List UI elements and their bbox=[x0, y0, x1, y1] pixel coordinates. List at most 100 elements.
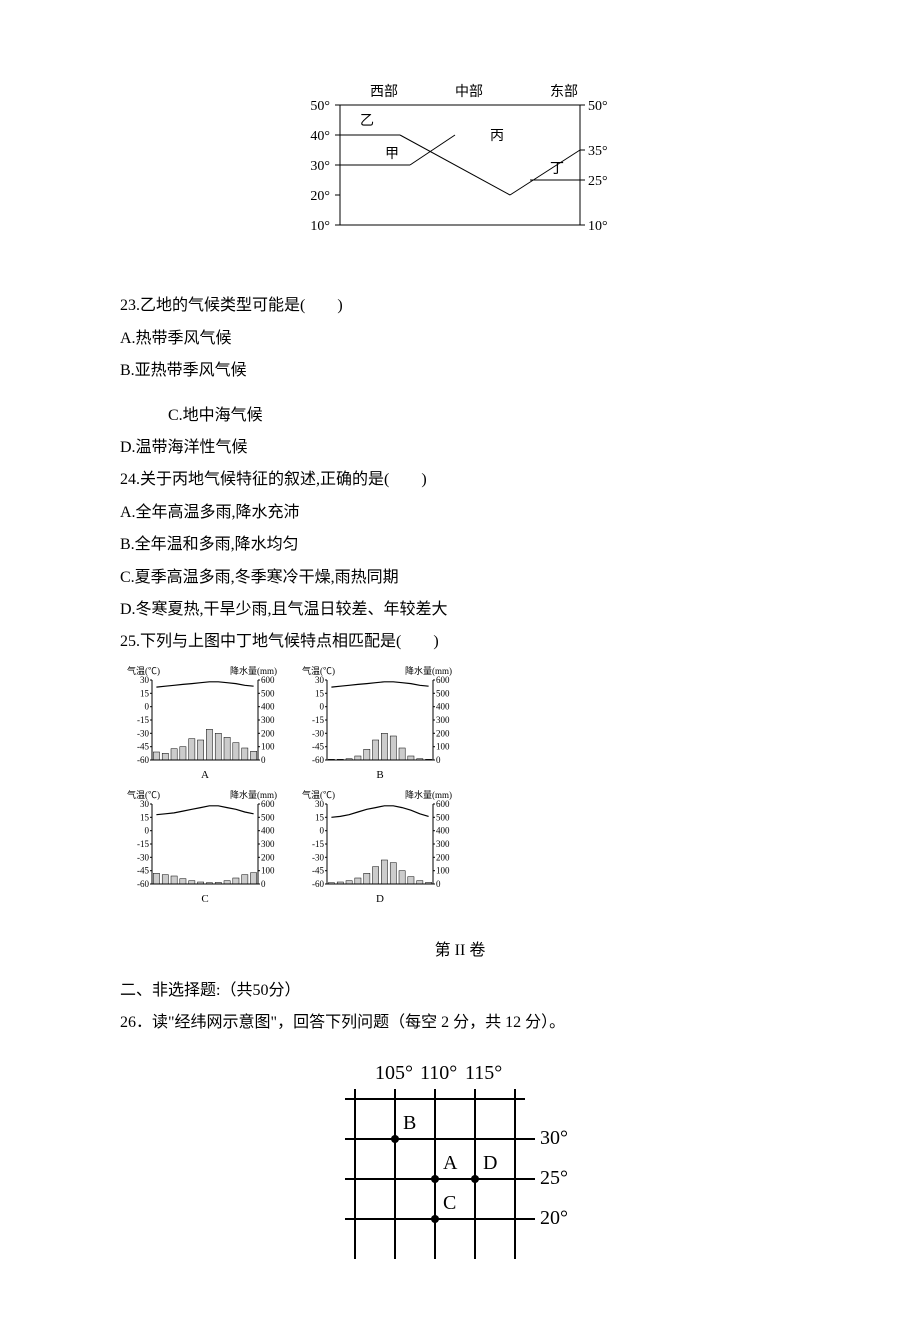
climate-panel-A: 气温(℃) 降水量(mm) 30150-15-30-45-60600500400… bbox=[120, 662, 285, 782]
svg-text:200: 200 bbox=[261, 852, 275, 862]
svg-text:300: 300 bbox=[261, 839, 275, 849]
tick: 50° bbox=[310, 99, 330, 114]
svg-text:400: 400 bbox=[436, 701, 450, 711]
region-label: 甲 bbox=[385, 147, 399, 162]
svg-text:400: 400 bbox=[261, 701, 275, 711]
svg-text:0: 0 bbox=[261, 879, 266, 889]
svg-text:400: 400 bbox=[436, 825, 450, 835]
svg-text:30: 30 bbox=[315, 675, 325, 685]
svg-text:15: 15 bbox=[315, 688, 325, 698]
svg-text:A: A bbox=[201, 769, 209, 781]
svg-text:500: 500 bbox=[261, 688, 275, 698]
svg-text:0: 0 bbox=[145, 825, 150, 835]
svg-text:-60: -60 bbox=[312, 755, 324, 765]
diagram-label: 西部 bbox=[370, 84, 398, 100]
svg-text:400: 400 bbox=[261, 825, 275, 835]
svg-text:-45: -45 bbox=[312, 865, 324, 875]
svg-text:30: 30 bbox=[315, 799, 325, 809]
q26-stem: 26．读"经纬网示意图"，回答下列问题（每空 2 分，共 12 分）。 bbox=[120, 1008, 800, 1038]
tick: 10° bbox=[310, 219, 330, 234]
svg-text:30: 30 bbox=[140, 799, 150, 809]
svg-text:-30: -30 bbox=[312, 728, 324, 738]
svg-text:500: 500 bbox=[436, 688, 450, 698]
tick: 25° bbox=[588, 174, 608, 189]
svg-text:0: 0 bbox=[436, 879, 441, 889]
svg-text:-30: -30 bbox=[137, 852, 149, 862]
svg-text:-30: -30 bbox=[137, 728, 149, 738]
svg-text:0: 0 bbox=[261, 755, 266, 765]
svg-text:-15: -15 bbox=[312, 839, 324, 849]
tick: 20° bbox=[310, 189, 330, 204]
lat-label: 20° bbox=[540, 1207, 568, 1229]
q23-optB: B.亚热带季风气候 bbox=[120, 356, 800, 386]
climate-panel-D: 气温(℃) 降水量(mm) 30150-15-30-45-60600500400… bbox=[295, 786, 460, 906]
q25-stem: 25.下列与上图中丁地气候特点相匹配是( ) bbox=[120, 627, 800, 657]
lat-label: 25° bbox=[540, 1167, 568, 1189]
svg-text:0: 0 bbox=[320, 701, 325, 711]
svg-text:-30: -30 bbox=[312, 852, 324, 862]
climate-charts: 气温(℃) 降水量(mm) 30150-15-30-45-60600500400… bbox=[120, 662, 800, 906]
tick: 35° bbox=[588, 144, 608, 159]
svg-text:200: 200 bbox=[436, 728, 450, 738]
svg-text:15: 15 bbox=[140, 812, 150, 822]
svg-text:-60: -60 bbox=[137, 755, 149, 765]
svg-text:-60: -60 bbox=[312, 879, 324, 889]
svg-text:-45: -45 bbox=[312, 741, 324, 751]
q24-optD: D.冬寒夏热,干旱少雨,且气温日较差、年较差大 bbox=[120, 595, 800, 625]
svg-text:-15: -15 bbox=[137, 839, 149, 849]
svg-text:-15: -15 bbox=[312, 715, 324, 725]
svg-text:300: 300 bbox=[436, 715, 450, 725]
svg-text:200: 200 bbox=[261, 728, 275, 738]
svg-text:100: 100 bbox=[261, 741, 275, 751]
diagram-label: 东部 bbox=[550, 84, 578, 100]
climate-panel-B: 气温(℃) 降水量(mm) 30150-15-30-45-60600500400… bbox=[295, 662, 460, 782]
q24-stem: 24.关于丙地气候特征的叙述,正确的是( ) bbox=[120, 465, 800, 495]
q23-optD: D.温带海洋性气候 bbox=[120, 433, 800, 463]
svg-text:100: 100 bbox=[436, 741, 450, 751]
svg-text:100: 100 bbox=[436, 865, 450, 875]
region-label: 丙 bbox=[490, 129, 504, 144]
climate-panel-C: 气温(℃) 降水量(mm) 30150-15-30-45-60600500400… bbox=[120, 786, 285, 906]
svg-text:15: 15 bbox=[315, 812, 325, 822]
region-diagram: 西部 中部 东部 50° 40° 30° 20° 10° 50° 35° 25°… bbox=[120, 80, 800, 271]
svg-text:200: 200 bbox=[436, 852, 450, 862]
q23-optC: C.地中海气候 bbox=[120, 401, 800, 431]
lon-label: 105° bbox=[375, 1062, 413, 1084]
tick: 50° bbox=[588, 99, 608, 114]
svg-text:500: 500 bbox=[261, 812, 275, 822]
tick: 30° bbox=[310, 159, 330, 174]
lon-label: 115° bbox=[465, 1062, 502, 1084]
svg-text:0: 0 bbox=[320, 825, 325, 835]
svg-text:-60: -60 bbox=[137, 879, 149, 889]
region-label: 丁 bbox=[550, 162, 564, 177]
point-label: D bbox=[483, 1152, 497, 1174]
svg-text:-45: -45 bbox=[137, 741, 149, 751]
svg-text:15: 15 bbox=[140, 688, 150, 698]
svg-text:500: 500 bbox=[436, 812, 450, 822]
lon-label: 110° bbox=[420, 1062, 457, 1084]
section2-title: 第 II 卷 bbox=[120, 936, 800, 966]
q23-stem: 23.乙地的气候类型可能是( ) bbox=[120, 291, 800, 321]
q24-optA: A.全年高温多雨,降水充沛 bbox=[120, 498, 800, 528]
svg-text:600: 600 bbox=[436, 799, 450, 809]
svg-text:100: 100 bbox=[261, 865, 275, 875]
lat-label: 30° bbox=[540, 1127, 568, 1149]
tick: 10° bbox=[588, 219, 608, 234]
q24-optC: C.夏季高温多雨,冬季寒冷干燥,雨热同期 bbox=[120, 563, 800, 593]
svg-text:D: D bbox=[376, 893, 384, 905]
svg-text:600: 600 bbox=[261, 675, 275, 685]
q23-optA: A.热带季风气候 bbox=[120, 324, 800, 354]
region-label: 乙 bbox=[360, 113, 374, 129]
svg-text:600: 600 bbox=[261, 799, 275, 809]
latlon-grid: 105° 110° 115° 30° 25° 20° B A D C bbox=[120, 1049, 800, 1280]
section2-sub: 二、非选择题:（共50分） bbox=[120, 976, 800, 1006]
svg-text:30: 30 bbox=[140, 675, 150, 685]
diagram-label: 中部 bbox=[455, 84, 483, 100]
q24-optB: B.全年温和多雨,降水均匀 bbox=[120, 530, 800, 560]
point-label: C bbox=[443, 1192, 456, 1214]
svg-text:300: 300 bbox=[261, 715, 275, 725]
tick: 40° bbox=[310, 129, 330, 144]
svg-text:B: B bbox=[376, 769, 383, 781]
point-label: B bbox=[403, 1112, 416, 1134]
svg-text:600: 600 bbox=[436, 675, 450, 685]
